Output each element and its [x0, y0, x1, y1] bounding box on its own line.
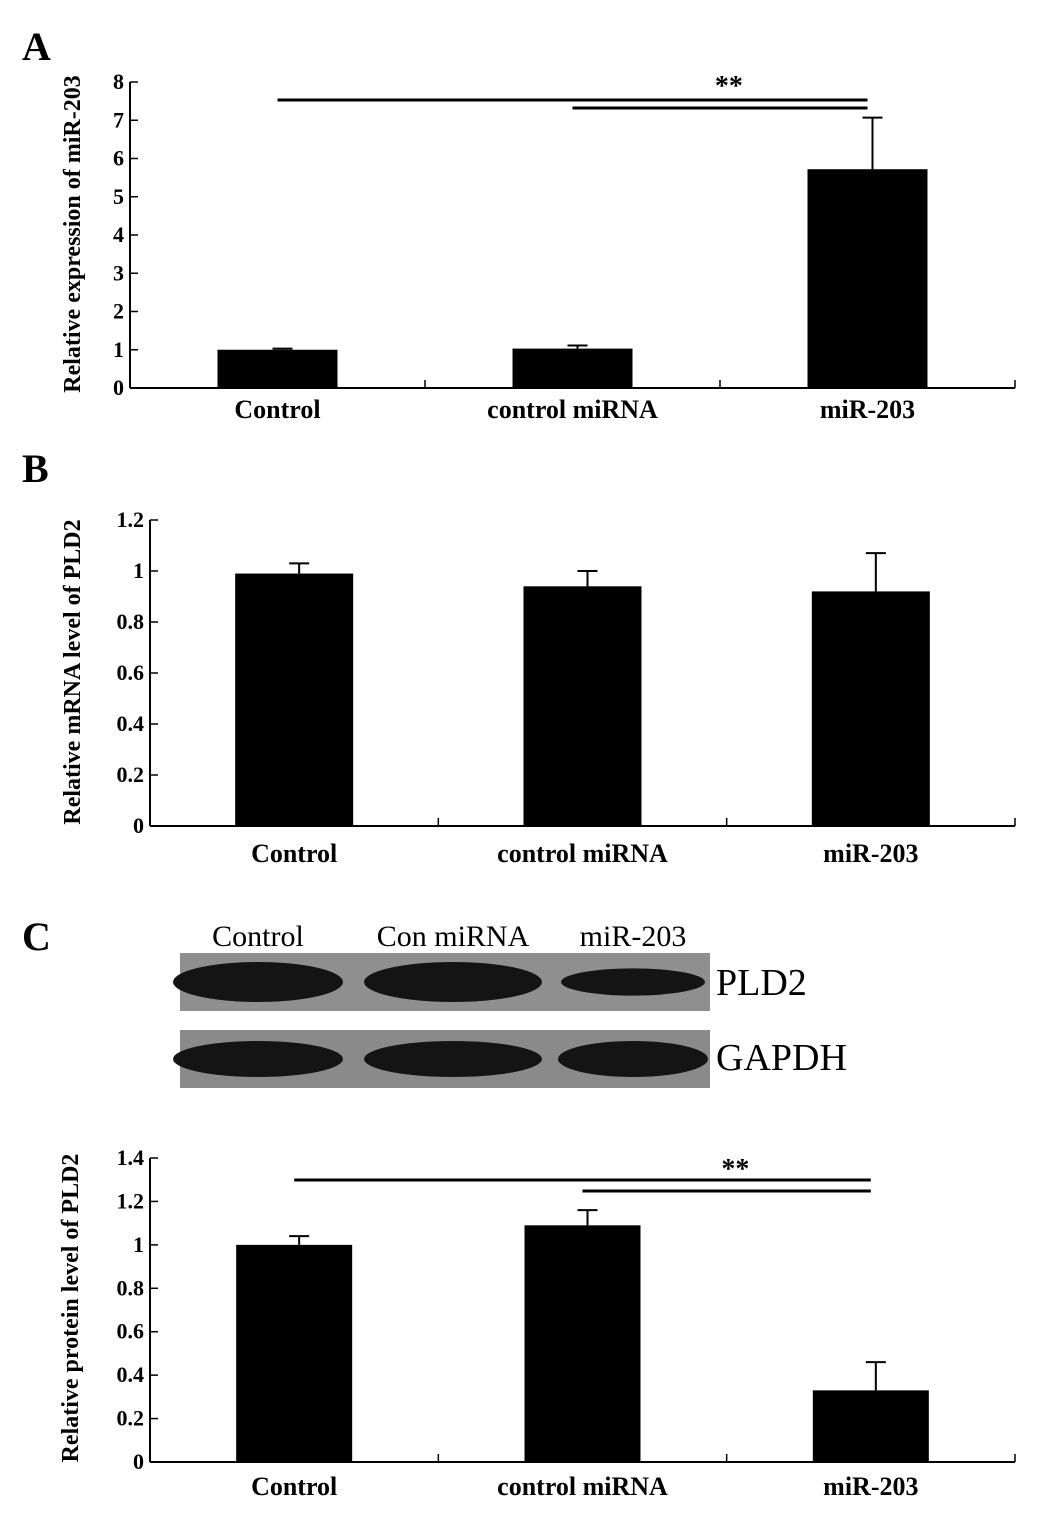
y-tick-label: 0.4: [117, 711, 145, 736]
chart-b: 0 0.2 0.4 0.6 0.8 1 1.2 Control control miRNA miR…: [60, 507, 1016, 868]
y-tick-label: 1.2: [117, 1188, 145, 1213]
blot-lane-label: Con miRNA: [377, 920, 530, 953]
y-tick-label: 1.4: [117, 1145, 145, 1170]
category-label: control miRNA: [497, 1472, 668, 1501]
bar: [524, 1225, 641, 1462]
y-tick-label: 4: [113, 222, 124, 247]
bar: [523, 586, 642, 826]
category-label: Control: [251, 1472, 337, 1501]
blot-lane-label: Control: [212, 920, 304, 953]
y-tick-label: 0.6: [117, 660, 145, 685]
y-tick-label: 7: [113, 107, 124, 132]
y-tick-label: 0: [133, 1449, 144, 1474]
y-axis-label: Relative expression of miR-203: [60, 75, 86, 393]
y-tick-label: 0: [133, 813, 144, 838]
blot-protein-label: GAPDH: [716, 1037, 847, 1079]
panel-label-b: B: [22, 446, 49, 491]
bar: [512, 348, 633, 388]
significance-label: **: [715, 71, 743, 102]
y-tick-label: 0.8: [117, 1275, 145, 1300]
blot-band: [364, 1041, 542, 1077]
blot-band: [173, 962, 343, 1002]
y-tick-label: 0.4: [117, 1362, 145, 1387]
bar: [807, 169, 928, 388]
category-label: control miRNA: [487, 395, 658, 424]
category-label: control miRNA: [497, 839, 668, 868]
blot-band: [173, 1041, 343, 1077]
blot-band: [561, 968, 705, 996]
y-axis-label: Relative mRNA level of PLD2: [60, 519, 86, 824]
chart-a: 0 1 2 3 4 5 6 7 8 Control control miRNA miR-203 Rela…: [60, 69, 1016, 424]
y-tick-label: 0.2: [117, 762, 145, 787]
y-tick-label: 5: [113, 184, 124, 209]
blot-band: [558, 1041, 708, 1077]
y-tick-label: 1: [133, 558, 144, 583]
category-label: Control: [234, 395, 320, 424]
bar: [236, 1244, 353, 1462]
y-tick-label: 3: [113, 260, 124, 285]
y-tick-label: 6: [113, 146, 124, 171]
y-tick-label: 0: [113, 375, 124, 400]
panel-label-a: A: [22, 24, 51, 69]
category-label: Control: [251, 839, 337, 868]
blot-protein-label: PLD2: [716, 962, 807, 1004]
bar: [811, 591, 930, 826]
bar: [812, 1390, 929, 1462]
category-label: miR-203: [823, 839, 918, 868]
category-label: miR-203: [820, 395, 915, 424]
western-blot: Control Con miRNA miR-203 PLD2 GAPDH: [173, 920, 847, 1088]
bar: [235, 573, 354, 826]
y-tick-label: 0.8: [117, 609, 145, 634]
y-tick-label: 0.6: [117, 1319, 145, 1344]
y-tick-label: 2: [113, 299, 124, 324]
blot-band: [364, 962, 542, 1002]
bar: [217, 349, 338, 388]
blot-lane-label: miR-203: [580, 920, 687, 953]
y-tick-label: 8: [113, 69, 124, 94]
significance-label: **: [721, 1154, 749, 1185]
y-tick-label: 1: [113, 337, 124, 362]
y-tick-label: 1.2: [117, 507, 145, 532]
y-axis-label: Relative protein level of PLD2: [58, 1154, 84, 1463]
y-tick-label: 1: [133, 1232, 144, 1257]
blot-bands: [173, 962, 708, 1077]
y-tick-label: 0.2: [117, 1406, 145, 1431]
panel-label-c: C: [22, 914, 51, 959]
chart-c: 0 0.2 0.4 0.6 0.8 1 1.2 1.4 Control control miRNA…: [58, 1145, 1016, 1501]
category-label: miR-203: [823, 1472, 918, 1501]
